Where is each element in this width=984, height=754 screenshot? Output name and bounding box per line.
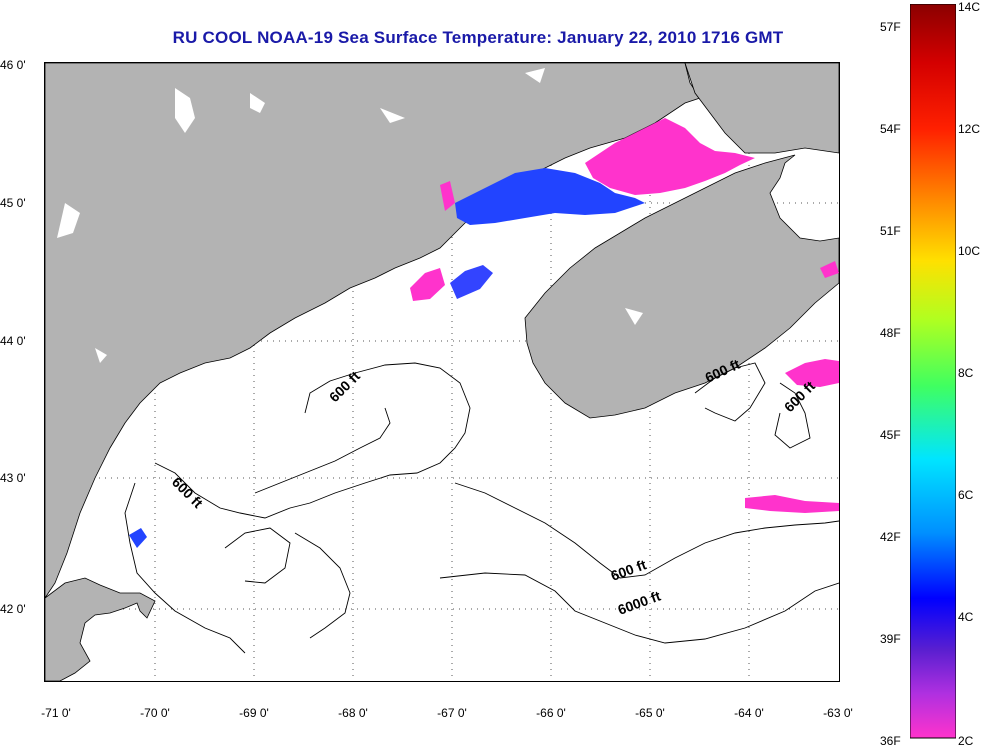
longitude-tick: -63 0' <box>823 706 853 720</box>
contour-label: 600 ft <box>609 556 649 584</box>
colorbar-celsius-tick: 2C <box>958 734 974 748</box>
colorbar-fahrenheit-tick: 36F <box>880 734 901 748</box>
sst-fundy-cold-magenta <box>585 118 755 195</box>
sst-patch-4 <box>745 495 839 513</box>
contour-label: 600 ft <box>326 368 363 405</box>
colorbar-fahrenheit-tick: 39F <box>880 632 901 646</box>
contour-labels: 600 ft 600 ft 600 ft 600 ft 600 ft 6000 … <box>169 356 818 618</box>
longitude-tick: -71 0' <box>41 706 71 720</box>
colorbar-fahrenheit-tick: 54F <box>880 122 901 136</box>
colorbar-celsius-tick: 8C <box>958 366 974 380</box>
longitude-tick: -66 0' <box>536 706 566 720</box>
inland-lakes <box>57 68 643 363</box>
latitude-tick: 46 0' <box>0 58 26 72</box>
colorbar-celsius-tick: 14C <box>958 0 981 14</box>
latitude-tick: 44 0' <box>0 334 26 348</box>
colorbar-celsius-tick: 6C <box>958 488 974 502</box>
sst-patch-5 <box>129 528 147 548</box>
bathymetry-contours <box>124 362 839 654</box>
colorbar-fahrenheit-tick: 48F <box>880 326 901 340</box>
map-title: RU COOL NOAA-19 Sea Surface Temperature:… <box>172 28 784 47</box>
colorbar-celsius-tick: 4C <box>958 610 974 624</box>
latitude-tick: 45 0' <box>0 196 26 210</box>
longitude-tick: -68 0' <box>338 706 368 720</box>
land-nova-scotia <box>524 154 839 419</box>
sst-fundy-magenta-small <box>440 181 455 211</box>
latitude-tick: 42 0' <box>0 602 26 616</box>
contour-label: 600 ft <box>169 474 206 511</box>
longitude-tick: -67 0' <box>437 706 467 720</box>
colorbar-fahrenheit-tick: 57F <box>880 20 901 34</box>
sst-patch-6 <box>820 261 839 278</box>
colorbar-fahrenheit-tick: 42F <box>880 530 901 544</box>
temperature-colorbar <box>910 4 956 739</box>
contour-label: 6000 ft <box>616 587 663 617</box>
longitude-tick: -70 0' <box>140 706 170 720</box>
sst-patch-3 <box>785 359 839 387</box>
colorbar-celsius-tick: 10C <box>958 244 981 258</box>
sst-fundy-cold-blue <box>455 168 645 225</box>
land-cape-cod <box>45 577 156 681</box>
longitude-tick: -69 0' <box>239 706 269 720</box>
colorbar-celsius-tick: 12C <box>958 122 981 136</box>
colorbar-fahrenheit-tick: 51F <box>880 224 901 238</box>
map-area: 600 ft 600 ft 600 ft 600 ft 600 ft 6000 … <box>44 62 840 682</box>
colorbar-fahrenheit-tick: 45F <box>880 428 901 442</box>
latitude-tick: 43 0' <box>0 471 26 485</box>
sst-patch-2 <box>450 265 493 299</box>
longitude-tick: -65 0' <box>635 706 665 720</box>
sst-patch-1 <box>410 268 445 301</box>
longitude-tick: -64 0' <box>734 706 764 720</box>
land-north-shore <box>684 63 839 154</box>
sea-surface-temperature-map: 600 ft 600 ft 600 ft 600 ft 600 ft 6000 … <box>45 63 839 681</box>
